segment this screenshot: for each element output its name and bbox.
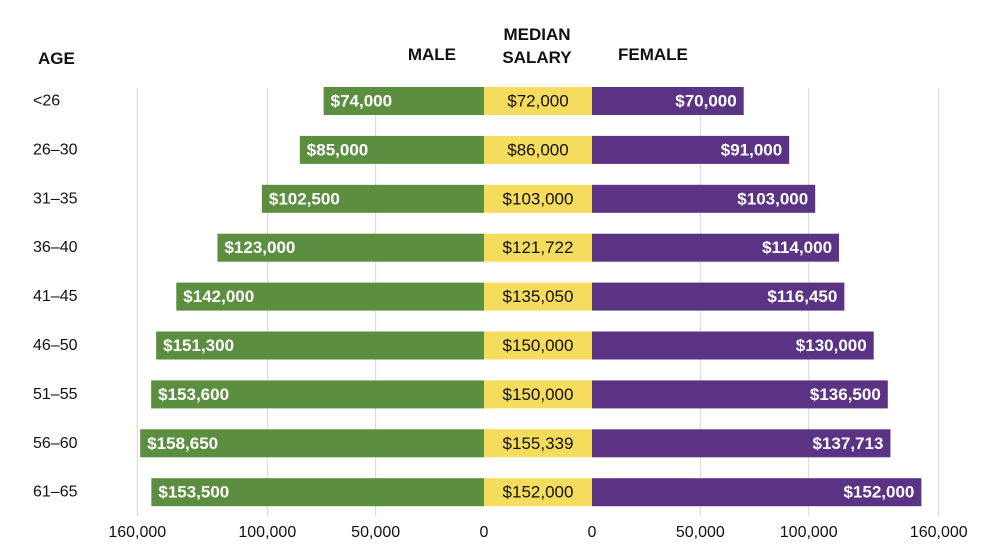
median-label: $155,339 <box>503 434 574 453</box>
female-bar-label: $103,000 <box>737 189 808 208</box>
male-bar <box>151 380 484 409</box>
age-label: 46–50 <box>33 337 78 354</box>
median-label: $72,000 <box>507 92 568 111</box>
male-bar <box>217 233 485 262</box>
median-header-line1: MEDIAN <box>503 25 570 44</box>
male-bar-label: $74,000 <box>331 92 392 111</box>
female-bar-label: $136,500 <box>810 385 881 404</box>
female-bar <box>592 429 891 458</box>
female-bar <box>592 331 874 360</box>
median-box <box>484 478 592 507</box>
median-label: $103,000 <box>503 189 574 208</box>
male-tick-label: 50,000 <box>351 524 400 541</box>
female-tick-label: 100,000 <box>780 524 838 541</box>
median-box <box>484 380 592 409</box>
median-box <box>484 87 592 115</box>
female-bar <box>592 87 744 115</box>
age-label: 61–65 <box>33 484 78 501</box>
female-bar-label: $152,000 <box>843 483 914 502</box>
male-bar <box>176 282 484 311</box>
male-tick-label: 100,000 <box>238 524 296 541</box>
median-label: $86,000 <box>507 140 568 159</box>
male-tick-label: 0 <box>480 524 489 541</box>
female-bar <box>592 184 816 213</box>
bars <box>140 87 922 507</box>
male-bar-label: $102,500 <box>269 189 340 208</box>
female-tick-label: 50,000 <box>676 524 725 541</box>
female-bar-label: $114,000 <box>762 238 832 257</box>
male-tick-label: 160,000 <box>108 524 166 541</box>
median-label: $121,722 <box>503 238 574 257</box>
female-bar <box>592 282 845 311</box>
male-bar <box>323 87 484 115</box>
median-box <box>484 429 592 458</box>
male-bar-label: $142,000 <box>183 287 254 306</box>
male-bar-label: $85,000 <box>307 140 368 159</box>
median-label: $135,050 <box>503 287 574 306</box>
median-label: $152,000 <box>503 483 574 502</box>
labels: 160,000 100,000 50,000 0 0 50,000 100,000 160,0… <box>33 92 968 542</box>
median-box <box>484 233 592 262</box>
female-bar <box>592 478 922 507</box>
female-bar-label: $91,000 <box>721 140 782 159</box>
female-bar-label: $70,000 <box>675 92 736 111</box>
male-bar <box>299 135 484 164</box>
median-box <box>484 184 592 213</box>
female-tick-label: 160,000 <box>910 524 968 541</box>
age-label: 36–40 <box>33 239 78 256</box>
age-label: 56–60 <box>33 435 78 452</box>
male-bar-label: $123,000 <box>224 238 295 257</box>
median-box <box>484 282 592 311</box>
male-bar-label: $153,600 <box>158 385 229 404</box>
male-bar <box>156 331 484 360</box>
male-bar-label: $153,500 <box>158 483 229 502</box>
median-header-line2: SALARY <box>502 48 572 67</box>
male-bar <box>151 478 485 507</box>
female-bar <box>592 135 790 164</box>
female-bar <box>592 380 888 409</box>
age-label: 31–35 <box>33 190 78 207</box>
female-header: FEMALE <box>618 45 688 64</box>
female-tick-label: 0 <box>588 524 597 541</box>
age-label: <26 <box>33 93 60 110</box>
male-bar-label: $151,300 <box>163 336 234 355</box>
female-bar <box>592 233 840 262</box>
median-label: $150,000 <box>503 336 574 355</box>
male-bar <box>261 184 484 213</box>
female-bar-label: $137,713 <box>813 434 884 453</box>
median-box <box>484 135 592 164</box>
female-bar-label: $130,000 <box>796 336 867 355</box>
age-label: 51–55 <box>33 386 78 403</box>
male-bar <box>140 429 484 458</box>
female-bar-label: $116,450 <box>767 287 837 306</box>
median-label: $150,000 <box>503 385 574 404</box>
age-header: AGE <box>38 49 75 68</box>
median-box <box>484 331 592 360</box>
male-header: MALE <box>408 45 456 64</box>
male-bar-label: $158,650 <box>147 434 218 453</box>
age-label: 41–45 <box>33 288 78 305</box>
age-label: 26–30 <box>33 141 78 158</box>
